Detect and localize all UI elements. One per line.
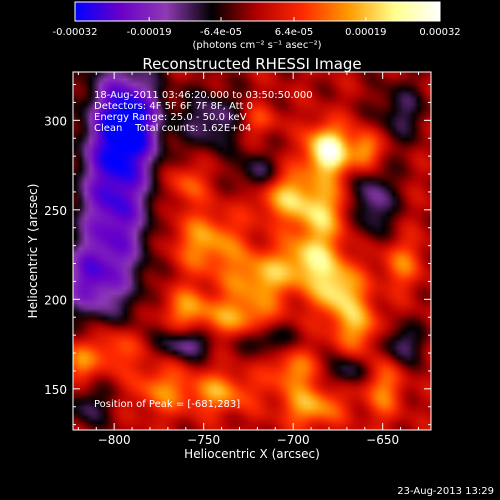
colorbar-ticks: -0.00032 -0.00019 -6.4e-05 6.4e-05 0.00019 0.… bbox=[53, 17, 461, 38]
annotation-energy-range: Energy Range: 25.0 - 50.0 keV bbox=[94, 112, 247, 123]
annotations: 18-Aug-2011 03:46:20.000 to 03:50:50.000… bbox=[94, 90, 313, 410]
x-tick-label: −650 bbox=[366, 433, 399, 447]
colorbar-tick-label: 0.00032 bbox=[419, 27, 460, 38]
colorbar-gradient bbox=[75, 2, 440, 21]
plot-frame bbox=[72, 71, 432, 431]
annotation-time-range: 18-Aug-2011 03:46:20.000 to 03:50:50.000 bbox=[94, 90, 313, 101]
colorbar-frame bbox=[74, 1, 441, 22]
x-tick-label: −800 bbox=[98, 433, 131, 447]
colorbar-unit-label: (photons cm⁻² s⁻¹ asec⁻²) bbox=[192, 40, 321, 51]
x-tick-label: −700 bbox=[277, 433, 310, 447]
y-tick-label: 200 bbox=[44, 293, 67, 307]
x-tick-label: −750 bbox=[187, 433, 220, 447]
annotation-peak-position: Position of Peak = [-681,283] bbox=[94, 399, 240, 410]
colorbar-tick-label: 0.00019 bbox=[345, 27, 386, 38]
colorbar-tick-label: -0.00032 bbox=[53, 27, 98, 38]
heatmap-raster bbox=[73, 72, 431, 430]
colorbar-tick-label: 6.4e-05 bbox=[275, 27, 313, 38]
colorbar-tick-label: -0.00019 bbox=[127, 27, 172, 38]
y-axis-label: Heliocentric Y (arcsec) bbox=[26, 184, 40, 319]
footer-timestamp: 23-Aug-2013 13:29 bbox=[397, 486, 494, 497]
colorbar: -0.00032 -0.00019 -6.4e-05 6.4e-05 0.00019 0.… bbox=[53, 1, 461, 51]
colorbar-tick-label: -6.4e-05 bbox=[200, 27, 242, 38]
chart-title: Reconstructed RHESSI Image bbox=[142, 55, 361, 73]
annotation-detectors: Detectors: 4F 5F 6F 7F 8F, Att 0 bbox=[94, 101, 253, 112]
x-axis-label: Heliocentric X (arcsec) bbox=[184, 447, 320, 461]
y-tick-label: 250 bbox=[44, 204, 67, 218]
y-tick-label: 150 bbox=[44, 383, 67, 397]
y-tick-label: 300 bbox=[44, 114, 67, 128]
y-axis-ticks: 150 200 250 300 bbox=[44, 84, 431, 426]
heatmap-image bbox=[73, 72, 431, 430]
annotation-clean-counts: Clean Total counts: 1.62E+04 bbox=[94, 123, 251, 134]
x-axis-ticks: −800 −750 −700 −650 bbox=[77, 72, 419, 447]
